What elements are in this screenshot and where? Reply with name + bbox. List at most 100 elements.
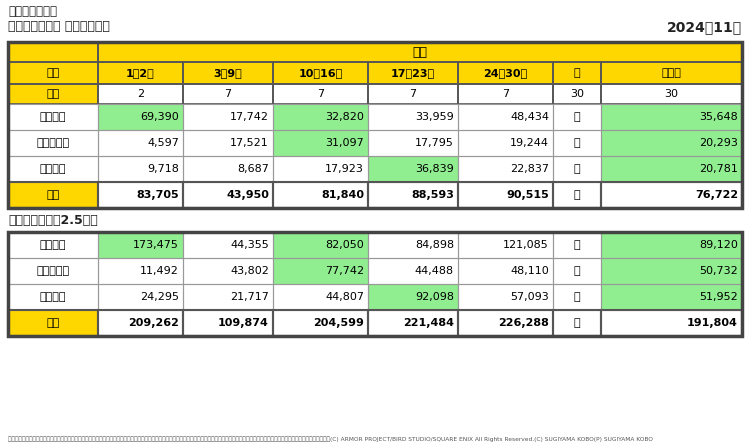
Text: 69,390: 69,390 xyxy=(140,112,179,122)
Bar xyxy=(8,284,98,310)
Bar xyxy=(183,284,273,310)
Bar xyxy=(368,284,458,310)
Text: 33,959: 33,959 xyxy=(416,112,454,122)
Bar xyxy=(8,42,742,208)
Bar xyxy=(273,62,368,84)
Text: 朝の便利ツール: 朝の便利ツール xyxy=(8,5,57,18)
Text: －: － xyxy=(574,164,580,174)
Bar xyxy=(458,284,553,310)
Bar xyxy=(183,232,273,258)
Text: 17,521: 17,521 xyxy=(230,138,269,148)
Bar xyxy=(273,258,368,284)
Bar xyxy=(98,42,742,62)
Bar xyxy=(8,84,98,104)
Bar xyxy=(273,156,368,182)
Bar xyxy=(183,84,273,104)
Bar xyxy=(273,284,368,310)
Bar xyxy=(98,130,183,156)
Bar xyxy=(601,284,742,310)
Text: 17〜23日: 17〜23日 xyxy=(391,68,435,78)
Bar xyxy=(368,156,458,182)
Bar xyxy=(98,310,183,336)
Text: すごっく: すごっく xyxy=(40,240,66,250)
Bar xyxy=(553,232,601,258)
Bar xyxy=(8,130,98,156)
Text: 226,288: 226,288 xyxy=(498,318,549,328)
Bar xyxy=(183,232,273,258)
Bar xyxy=(273,232,368,258)
Text: 92,098: 92,098 xyxy=(415,292,454,302)
Bar xyxy=(458,258,553,284)
Bar xyxy=(183,62,273,84)
Bar xyxy=(553,130,601,156)
Bar xyxy=(458,62,553,84)
Text: 22,837: 22,837 xyxy=(510,164,549,174)
Bar xyxy=(553,84,601,104)
Bar xyxy=(273,104,368,130)
Text: 9,718: 9,718 xyxy=(147,164,179,174)
Text: －: － xyxy=(574,190,580,200)
Bar xyxy=(553,104,601,130)
Bar xyxy=(98,62,183,84)
Text: 48,434: 48,434 xyxy=(510,112,549,122)
Bar xyxy=(183,62,273,84)
Text: サクランボ: サクランボ xyxy=(37,138,70,148)
Bar xyxy=(8,62,98,84)
Text: 57,093: 57,093 xyxy=(510,292,549,302)
Bar xyxy=(601,62,742,84)
Bar xyxy=(601,258,742,284)
Bar xyxy=(458,84,553,104)
Bar xyxy=(458,130,553,156)
Text: 計: 計 xyxy=(574,68,580,78)
Bar xyxy=(368,232,458,258)
Bar xyxy=(8,156,98,182)
Bar xyxy=(183,104,273,130)
Bar xyxy=(98,182,183,208)
Bar xyxy=(368,104,458,130)
Text: サクランボ: サクランボ xyxy=(37,266,70,276)
Bar xyxy=(553,104,601,130)
Bar xyxy=(98,182,183,208)
Text: 4,597: 4,597 xyxy=(147,138,179,148)
Bar xyxy=(183,258,273,284)
Text: 7: 7 xyxy=(224,89,232,99)
Bar xyxy=(98,156,183,182)
Text: 17,795: 17,795 xyxy=(416,138,454,148)
Bar xyxy=(273,284,368,310)
Bar xyxy=(98,284,183,310)
Bar xyxy=(273,62,368,84)
Bar xyxy=(368,84,458,104)
Bar xyxy=(368,62,458,84)
Bar xyxy=(183,310,273,336)
Bar xyxy=(601,310,742,336)
Text: －: － xyxy=(574,138,580,148)
Bar xyxy=(553,156,601,182)
Bar xyxy=(458,104,553,130)
Text: 43,950: 43,950 xyxy=(226,190,269,200)
Bar xyxy=(458,182,553,208)
Text: 30: 30 xyxy=(664,89,679,99)
Bar xyxy=(601,284,742,310)
Bar xyxy=(8,84,98,104)
Bar xyxy=(458,232,553,258)
Text: 84,898: 84,898 xyxy=(415,240,454,250)
Bar xyxy=(601,156,742,182)
Bar xyxy=(553,232,601,258)
Bar xyxy=(458,284,553,310)
Bar xyxy=(8,104,98,130)
Text: リリウム: リリウム xyxy=(40,164,66,174)
Bar xyxy=(98,104,183,130)
Bar xyxy=(8,182,98,208)
Text: 8,687: 8,687 xyxy=(237,164,269,174)
Bar xyxy=(458,182,553,208)
Bar xyxy=(98,84,183,104)
Bar xyxy=(8,310,98,336)
Bar xyxy=(601,104,742,130)
Bar xyxy=(273,104,368,130)
Bar xyxy=(601,232,742,258)
Bar xyxy=(273,232,368,258)
Bar xyxy=(8,42,98,62)
Bar xyxy=(601,84,742,104)
Text: 32,820: 32,820 xyxy=(326,112,364,122)
Bar xyxy=(368,258,458,284)
